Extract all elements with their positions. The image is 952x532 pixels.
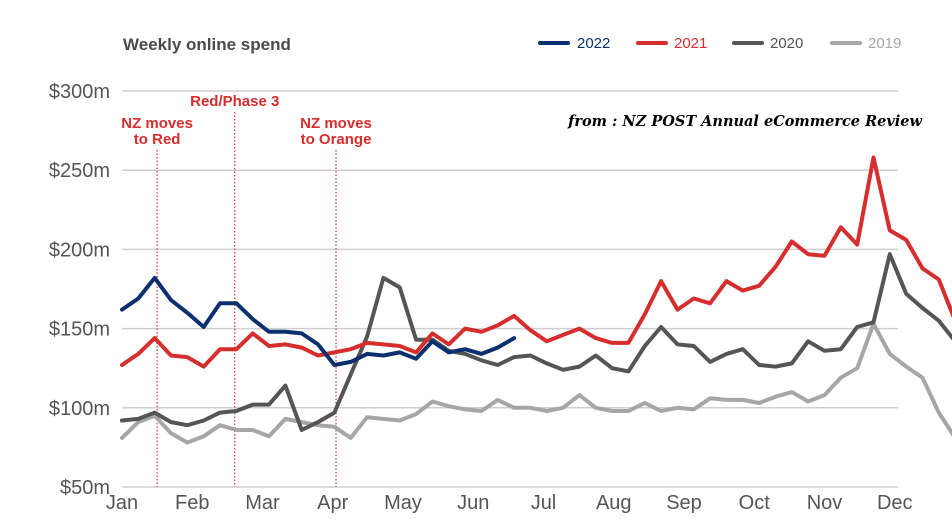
y-axis-tick-labels: $50m $100m $150m $200m $250m $300m [49,81,110,499]
legend-item-2022: 2022 [538,35,610,52]
annotation-text: to Orange [301,131,372,148]
annotation-text: Red/Phase 3 [190,93,279,110]
x-tick-label: Jun [457,492,489,514]
y-tick-label: $50m [60,477,110,499]
legend: 2022 2021 2020 2019 [538,35,901,52]
y-tick-label: $300m [49,81,110,103]
series-line-2020 [120,252,952,432]
legend-label-2021: 2021 [674,35,707,52]
y-tick-label: $100m [49,398,110,420]
x-tick-label: Mar [245,492,280,514]
annotation-text: to Red [134,131,181,148]
series-lines [120,155,952,445]
x-tick-label: Feb [175,492,209,514]
legend-label-2019: 2019 [868,35,901,52]
annotation: Red/Phase 3 [190,93,279,487]
legend-label-2020: 2020 [770,35,803,52]
legend-item-2021: 2021 [636,35,707,52]
gridlines [122,90,898,488]
x-tick-label: Dec [877,492,913,514]
x-tick-label: Nov [807,492,843,514]
x-tick-label: Oct [739,492,771,514]
y-tick-label: $250m [49,160,110,182]
x-tick-label: Aug [596,492,632,514]
x-axis-tick-labels: Jan Feb Mar Apr May Jun Jul Aug Sep Oct Nov Dec [106,492,913,514]
annotation-text: NZ moves [300,115,372,132]
series-line-2021 [120,155,952,369]
x-tick-label: Jul [531,492,557,514]
series-line-2019 [120,321,952,445]
chart-title: Weekly online spend [123,35,291,54]
legend-label-2022: 2022 [577,35,610,52]
y-tick-label: $200m [49,239,110,261]
y-tick-label: $150m [49,319,110,341]
x-tick-label: Sep [666,492,702,514]
series-line-2022 [120,275,517,367]
x-tick-label: Apr [317,492,348,514]
source-note: from : NZ POST Annual eCommerce Review [567,113,922,130]
x-tick-label: Jan [106,492,138,514]
legend-item-2020: 2020 [732,35,803,52]
x-tick-label: May [384,492,422,514]
legend-item-2019: 2019 [830,35,901,52]
annotation-text: NZ moves [121,115,193,132]
